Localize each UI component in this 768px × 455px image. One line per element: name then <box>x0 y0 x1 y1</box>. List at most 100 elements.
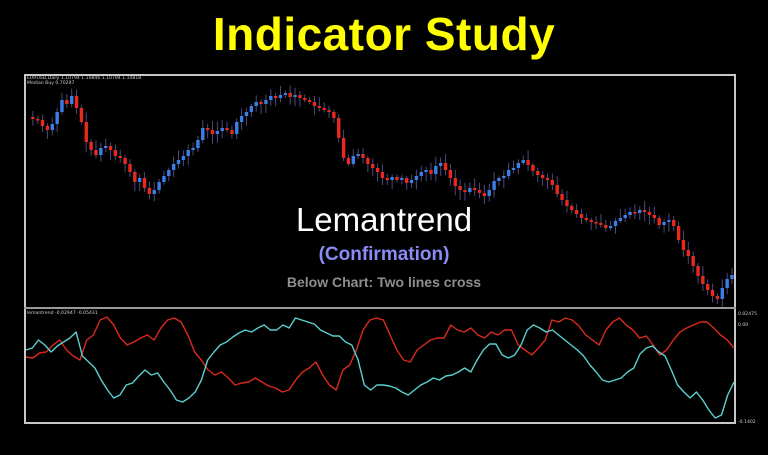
indicator-scale-zero: 0.00 <box>738 323 749 328</box>
candle-body <box>50 124 54 130</box>
candle-body <box>269 96 273 100</box>
candle-body <box>317 106 322 108</box>
candle-body <box>298 95 302 98</box>
candle-body <box>652 215 657 218</box>
candle-body <box>137 178 142 182</box>
candle-body <box>565 200 569 206</box>
candle-body <box>608 226 613 228</box>
candle-body <box>244 112 249 116</box>
candle-body <box>94 150 98 155</box>
candle-body <box>584 218 589 220</box>
candle-body <box>657 218 661 225</box>
candle-body <box>463 190 467 192</box>
candle-body <box>506 170 511 176</box>
candle-body <box>327 110 331 112</box>
candle-body <box>196 140 200 148</box>
candle-body <box>453 178 457 186</box>
candle-body <box>502 176 506 178</box>
candle-body <box>686 250 691 256</box>
candle-body <box>142 178 147 188</box>
candle-body <box>249 106 254 112</box>
candle-body <box>497 178 501 181</box>
candle-body <box>725 279 729 288</box>
candle-body <box>79 108 84 122</box>
candle-body <box>31 117 35 119</box>
candle-body <box>69 96 74 104</box>
indicator-separator[interactable] <box>24 307 736 309</box>
candle-body <box>560 194 564 200</box>
candle-body <box>259 102 263 104</box>
candle-body <box>458 186 462 190</box>
candle-body <box>205 128 210 130</box>
candle-body <box>278 95 283 98</box>
candle-body <box>162 176 166 182</box>
candle-body <box>400 178 404 180</box>
candle-body <box>579 214 584 218</box>
candle-body <box>371 164 375 168</box>
candle-body <box>361 154 365 158</box>
candle-body <box>414 176 419 180</box>
candle-body <box>74 96 79 108</box>
candle-body <box>667 220 671 222</box>
candle-body <box>312 102 317 106</box>
main-chart-indicator-info: Median Buy 0.70297 <box>27 81 75 86</box>
candle-body <box>696 266 700 276</box>
candle-body <box>65 100 69 104</box>
candle-body <box>468 188 472 192</box>
candle-body <box>235 122 239 134</box>
candle-body <box>84 122 88 142</box>
candle-body <box>123 158 127 164</box>
candle-body <box>511 168 516 170</box>
candle-body <box>181 156 186 160</box>
candle-body <box>366 158 370 164</box>
candle-body <box>89 142 93 150</box>
candle-body <box>36 119 40 121</box>
candle-body <box>288 93 292 97</box>
candle-body <box>147 188 152 194</box>
candle-body <box>477 190 482 193</box>
candle-body <box>570 206 574 210</box>
candle-body <box>448 170 453 178</box>
candle-body <box>405 178 409 183</box>
candle-body <box>239 116 244 122</box>
candle-body <box>264 100 268 104</box>
candle-body <box>419 172 423 176</box>
candle-body <box>171 164 176 170</box>
candle-body <box>283 93 288 95</box>
candle-body <box>589 220 593 222</box>
candle-body <box>623 215 627 218</box>
candle-body <box>191 148 195 150</box>
candle-body <box>210 130 215 134</box>
candle-body <box>613 221 618 226</box>
candle-body <box>157 182 161 190</box>
candle-body <box>45 126 50 130</box>
candle-body <box>730 275 734 279</box>
candle-body <box>176 160 181 164</box>
candle-body <box>337 118 341 138</box>
candle-body <box>434 166 438 174</box>
page-title: Indicator Study <box>212 8 556 60</box>
candle-body <box>254 102 258 106</box>
candle-body <box>618 218 623 221</box>
candle-body <box>536 171 540 175</box>
candle-body <box>351 156 355 164</box>
candle-body <box>662 222 666 225</box>
candle-body <box>710 290 715 296</box>
candle-body <box>40 120 45 126</box>
candle-body <box>307 100 312 102</box>
indicator-name: Lemantrend <box>295 201 473 238</box>
candle-body <box>681 240 686 250</box>
candle-body <box>118 156 122 158</box>
candle-body <box>545 178 550 180</box>
candle-body <box>438 163 443 166</box>
main-chart-header: EURUSD,Daily 1.10794 1.10846 1.10794 1.1… <box>27 76 141 86</box>
candle-body <box>472 188 477 190</box>
candle-body <box>167 170 171 176</box>
candle-body <box>201 128 205 140</box>
candle-body <box>356 154 360 156</box>
candle-body <box>225 128 229 130</box>
candle-body <box>55 112 59 124</box>
candle-body <box>492 181 496 190</box>
